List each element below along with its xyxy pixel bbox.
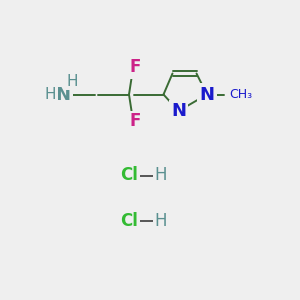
Text: Cl: Cl — [120, 167, 138, 184]
Text: N: N — [200, 85, 214, 103]
Text: N: N — [56, 85, 70, 103]
Text: H: H — [154, 212, 167, 230]
Text: H: H — [45, 87, 56, 102]
Text: Cl: Cl — [120, 212, 138, 230]
Text: H: H — [67, 74, 78, 88]
Text: F: F — [129, 58, 141, 76]
Text: N: N — [171, 102, 186, 120]
Text: F: F — [129, 112, 141, 130]
Text: H: H — [154, 167, 167, 184]
Text: CH₃: CH₃ — [230, 88, 253, 101]
